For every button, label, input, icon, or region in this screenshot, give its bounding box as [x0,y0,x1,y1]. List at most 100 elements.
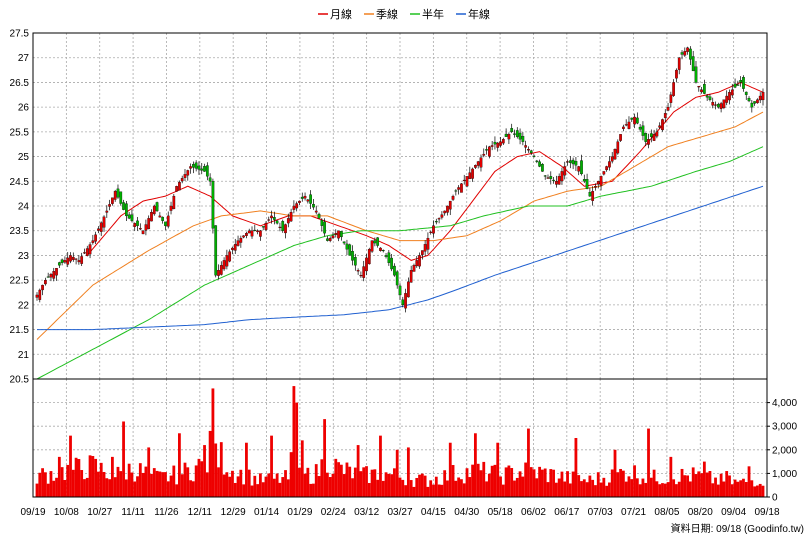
volume-bar [91,456,95,497]
volume-bar [77,459,81,497]
volume-bar [554,482,558,497]
date-tick-label: 09/18 [754,507,779,518]
candle-body [272,217,276,220]
candle-body [379,247,382,251]
candle-body [323,221,326,234]
candle-body [46,276,50,278]
price-tick-label: 21 [18,350,30,361]
candle-body [284,224,287,234]
candle-body [535,160,539,162]
candle-body [205,165,209,177]
date-tick-label: 06/17 [554,507,579,518]
candle-body [122,202,125,210]
volume-bar [691,467,695,497]
candle-body [420,250,424,255]
volume-bar [487,473,491,497]
candle-body [228,251,232,262]
price-tick-label: 25.5 [10,127,30,138]
candle-body [77,260,81,263]
volume-bar [41,468,44,497]
price-tick-label: 22 [18,300,30,311]
candle-body [630,117,634,120]
volume-bar [621,470,625,497]
candle-body [409,270,413,283]
volume-bar [711,483,715,497]
volume-bar [742,478,745,497]
volume-bar [164,472,167,497]
candle-body [658,125,662,128]
candle-body [69,255,72,262]
date-tick-label: 11/26 [154,507,179,518]
candle-body [292,205,296,210]
volume-bar [560,471,564,497]
candle-body [63,260,67,263]
volume-bar [35,483,39,497]
volume-bar [314,464,318,497]
volume-bar [672,479,676,497]
volume-bar [119,471,123,497]
volume-bar [546,482,550,497]
candle-body [543,175,547,177]
candle-body [426,237,430,250]
volume-bar [538,466,542,497]
legend-label-ma20: 月線 [330,7,352,21]
volume-bar [113,477,117,497]
candle-body [381,249,385,252]
volume-bar [686,475,690,497]
volume-bar [457,477,461,497]
moving-average-lines [36,81,764,380]
ma-line-ma20 [86,81,764,261]
candle-body [147,218,151,230]
date-tick-label: 07/03 [588,507,613,518]
volume-bar [150,473,153,497]
volume-bar [60,467,64,497]
volume-bar [722,481,726,497]
candle-body [451,195,455,200]
candle-body [74,258,78,260]
volume-tick-label: 4,000 [772,398,797,409]
candle-body [602,171,606,175]
candle-body [655,131,659,137]
candle-body [714,104,717,106]
price-grid [33,33,767,379]
candle-body [152,205,156,215]
candle-body [264,223,268,230]
volume-bar [714,477,717,497]
candle-body [91,240,95,243]
volume-bar [191,481,195,497]
candle-body [758,95,762,101]
date-tick-label: 01/14 [254,507,279,518]
volume-bar [43,472,47,497]
candle-body [524,145,528,148]
candle-body [647,139,650,145]
volume-bar [529,467,533,497]
volume-bar [258,473,262,497]
candle-body [150,212,153,222]
volume-bar [281,477,285,497]
volume-bar [345,462,349,497]
volume-bar [596,472,600,497]
candle-body [568,160,572,163]
volume-bar [130,472,134,497]
volume-bar [730,484,734,497]
candle-body [499,141,502,146]
candle-body [52,271,56,279]
volume-bar [630,479,634,497]
volume-bar [638,484,642,497]
candle-body [351,251,354,261]
volume-bar [270,435,273,497]
candle-body [41,284,44,291]
candle-body [418,255,421,267]
candle-body [616,141,620,154]
candle-body [108,204,111,207]
candle-body [633,116,636,125]
candle-body [231,247,234,250]
volume-frame [32,378,768,498]
volume-bar [379,435,382,497]
volume-bar [317,476,321,497]
candle-body [694,66,698,83]
volume-bar [602,477,606,497]
volume-bar [658,484,662,497]
volume-bar [641,478,645,497]
volume-bar [750,480,754,497]
